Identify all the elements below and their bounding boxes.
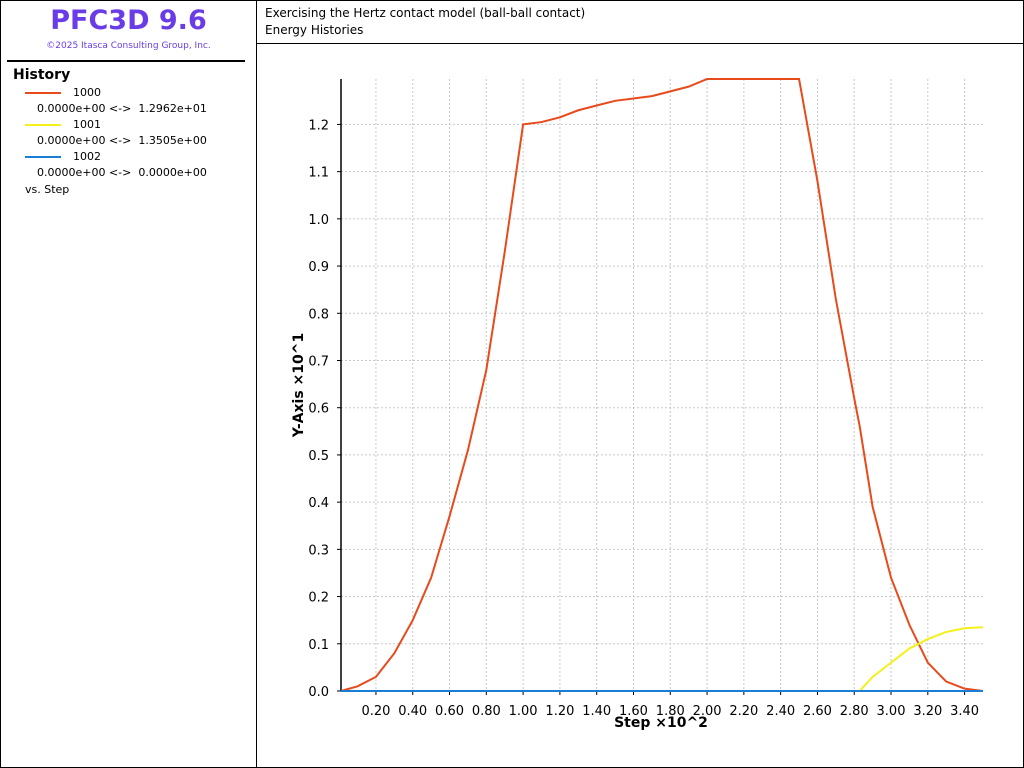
legend-swatch [25, 124, 61, 126]
y-tick-label: 0.3 [308, 543, 329, 558]
header-line: Energy Histories [265, 23, 364, 37]
y-tick-label: 0.9 [308, 260, 329, 275]
x-tick-label: 1.40 [582, 704, 611, 719]
legend-swatch [25, 156, 61, 158]
x-tick-label: 2.00 [693, 704, 722, 719]
legend-label: 1002 [73, 150, 101, 163]
app-title: PFC3D 9.6 [50, 5, 207, 36]
copyright: ©2025 Itasca Consulting Group, Inc. [46, 41, 211, 51]
legend-label: 1001 [73, 118, 101, 131]
x-tick-label: 0.20 [361, 704, 390, 719]
y-tick-label: 1.1 [308, 166, 329, 181]
legend-range: 0.0000e+00 <-> 0.0000e+00 [37, 166, 207, 179]
x-tick-label: 3.00 [877, 704, 906, 719]
legend-range: 0.0000e+00 <-> 1.3505e+00 [37, 134, 207, 147]
legend-footer: vs. Step [25, 183, 70, 196]
x-tick-label: 2.20 [729, 704, 758, 719]
legend-heading: History [13, 67, 71, 83]
y-tick-label: 0.0 [308, 685, 329, 700]
legend-label: 1000 [73, 86, 101, 99]
header: Exercising the Hertz contact model (ball… [257, 1, 1023, 44]
x-tick-label: 1.20 [545, 704, 574, 719]
y-tick-label: 1.0 [308, 213, 329, 228]
x-tick-label: 3.40 [950, 704, 979, 719]
sidebar: PFC3D 9.6 ©2025 Itasca Consulting Group,… [1, 1, 257, 767]
x-tick-label: 2.40 [766, 704, 795, 719]
y-tick-label: 0.5 [308, 449, 329, 464]
series-line [341, 626, 984, 692]
x-tick-label: 1.60 [619, 704, 648, 719]
y-tick-label: 0.6 [308, 402, 329, 417]
x-tick-label: 2.60 [803, 704, 832, 719]
x-tick-label: 1.80 [656, 704, 685, 719]
x-axis-label: Step ×10^2 [614, 715, 708, 731]
x-tick-label: 2.80 [840, 704, 869, 719]
y-tick-label: 0.8 [308, 307, 329, 322]
x-tick-label: 0.60 [435, 704, 464, 719]
header-line: Exercising the Hertz contact model (ball… [265, 6, 586, 20]
x-tick-label: 1.00 [509, 704, 538, 719]
divider [7, 60, 245, 62]
y-axis-label: Y-Axis ×10^1 [291, 333, 307, 438]
legend-swatch [25, 92, 61, 94]
y-tick-label: 0.2 [308, 591, 329, 606]
x-tick-label: 3.20 [913, 704, 942, 719]
chart: Step ×10^2 Y-Axis ×10^1 0.00.10.20.30.40… [291, 78, 984, 731]
y-tick-label: 0.1 [308, 638, 329, 653]
y-tick-label: 1.2 [308, 118, 329, 133]
x-tick-label: 0.40 [398, 704, 427, 719]
x-tick-label: 0.80 [472, 704, 501, 719]
legend-range: 0.0000e+00 <-> 1.2962e+01 [37, 102, 207, 115]
series-line [340, 78, 984, 692]
y-tick-label: 0.7 [308, 354, 329, 369]
y-tick-label: 0.4 [308, 496, 329, 511]
